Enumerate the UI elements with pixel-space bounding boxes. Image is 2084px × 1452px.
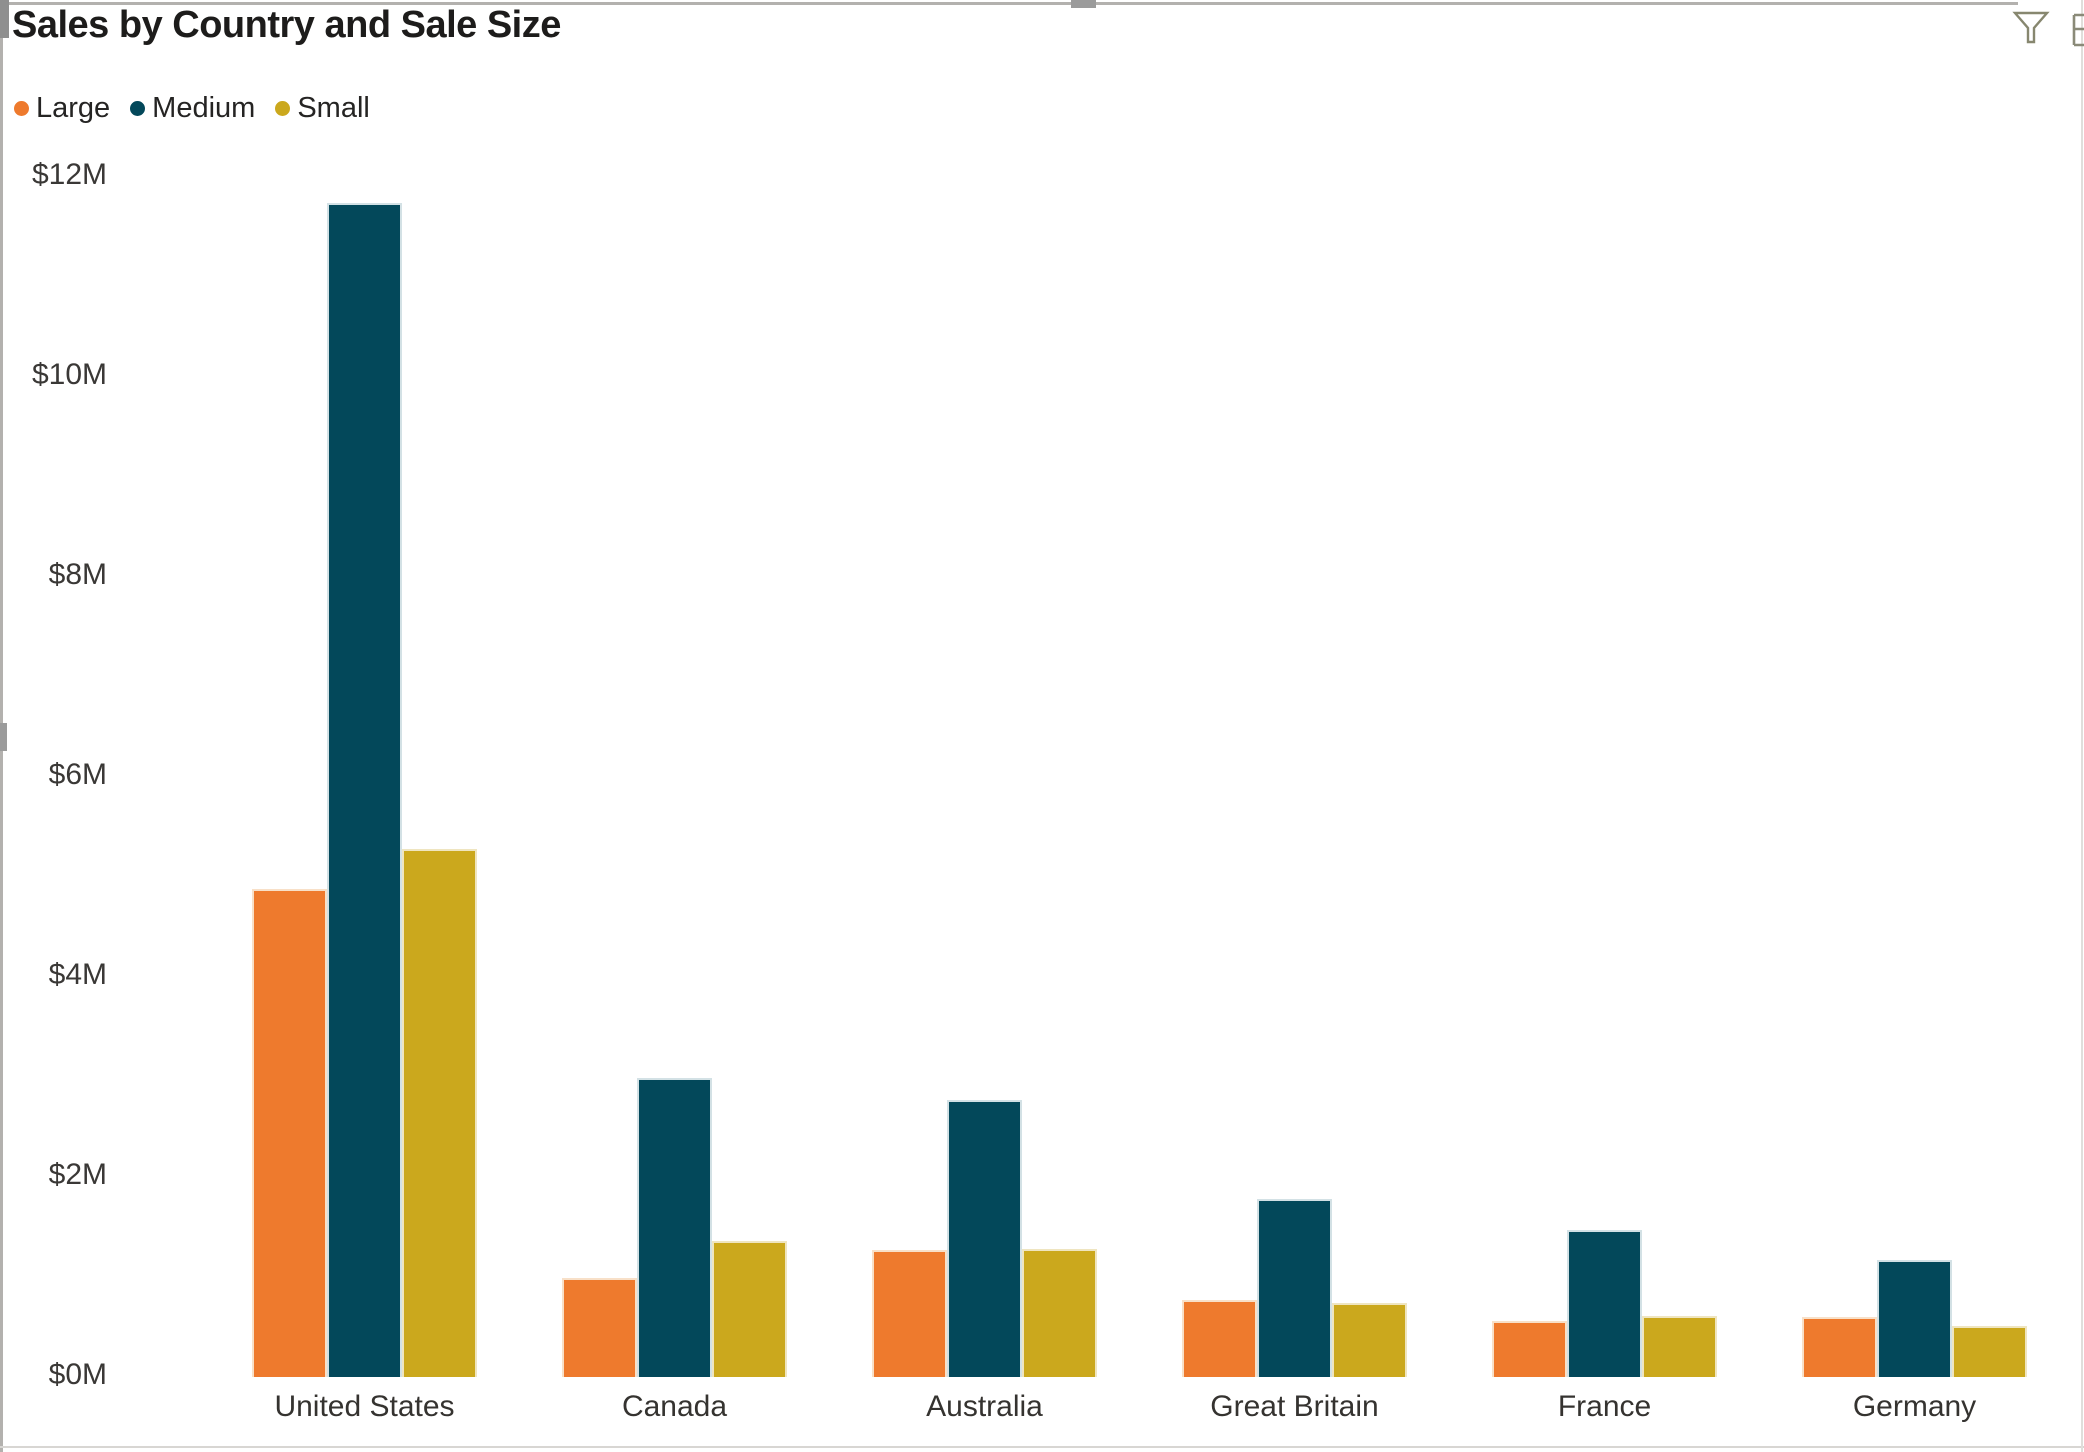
x-tick-label-france: France (1557, 1390, 1652, 1423)
y-tick-label: $10M (31, 358, 107, 391)
bar-large-france[interactable] (1492, 1321, 1567, 1377)
legend-label: Large (36, 92, 111, 124)
filter-icon[interactable] (2012, 9, 2050, 47)
legend-label: Medium (152, 92, 256, 124)
resize-handle-top-left[interactable] (0, 0, 9, 38)
bar-large-canada[interactable] (562, 1278, 637, 1377)
legend-item-large[interactable]: Large (14, 92, 110, 125)
x-tick-label-great-britain: Great Britain (1210, 1390, 1379, 1423)
bar-small-germany[interactable] (1952, 1326, 2027, 1377)
x-tick-label-australia: Australia (926, 1390, 1043, 1423)
legend-item-small[interactable]: Small (275, 92, 370, 125)
selection-border-bottom (0, 1446, 2084, 1448)
y-tick-label: $2M (48, 1158, 107, 1191)
chart-title: Sales by Country and Sale Size (12, 4, 561, 46)
chart-legend: Large Medium Small (14, 92, 370, 125)
y-tick-label: $4M (48, 958, 107, 991)
bar-large-great-britain[interactable] (1182, 1300, 1257, 1377)
bar-large-germany[interactable] (1802, 1317, 1877, 1377)
bar-medium-canada[interactable] (637, 1078, 712, 1377)
legend-dot-large (14, 101, 29, 116)
bar-medium-france[interactable] (1567, 1230, 1642, 1377)
bar-small-france[interactable] (1642, 1316, 1717, 1377)
bar-medium-australia[interactable] (947, 1100, 1022, 1377)
bar-small-canada[interactable] (712, 1241, 787, 1377)
x-tick-label-germany: Germany (1852, 1390, 1977, 1423)
y-tick-label: $12M (31, 158, 107, 191)
selection-border-right (2081, 0, 2083, 1452)
y-tick-label: $8M (48, 558, 107, 591)
legend-dot-medium (130, 101, 146, 116)
legend-label: Small (297, 92, 370, 124)
legend-item-medium[interactable]: Medium (130, 92, 255, 125)
resize-handle-left[interactable] (0, 723, 7, 751)
bar-small-united-states[interactable] (402, 849, 477, 1377)
bar-large-australia[interactable] (872, 1250, 947, 1377)
bar-large-united-states[interactable] (252, 889, 327, 1377)
more-options-icon[interactable] (2070, 8, 2084, 52)
y-tick-label: $0M (48, 1358, 107, 1391)
bar-medium-great-britain[interactable] (1257, 1199, 1332, 1377)
bar-small-australia[interactable] (1022, 1249, 1097, 1377)
y-tick-label: $6M (48, 758, 107, 791)
resize-handle-top[interactable] (1071, 0, 1096, 8)
selection-border-top (0, 2, 2018, 5)
x-tick-label-canada: Canada (621, 1390, 728, 1423)
bar-small-great-britain[interactable] (1332, 1303, 1407, 1377)
legend-dot-small (275, 101, 291, 116)
bar-medium-germany[interactable] (1877, 1260, 1952, 1377)
x-tick-label-united-states: United States (274, 1390, 455, 1423)
bar-medium-united-states[interactable] (327, 203, 402, 1377)
